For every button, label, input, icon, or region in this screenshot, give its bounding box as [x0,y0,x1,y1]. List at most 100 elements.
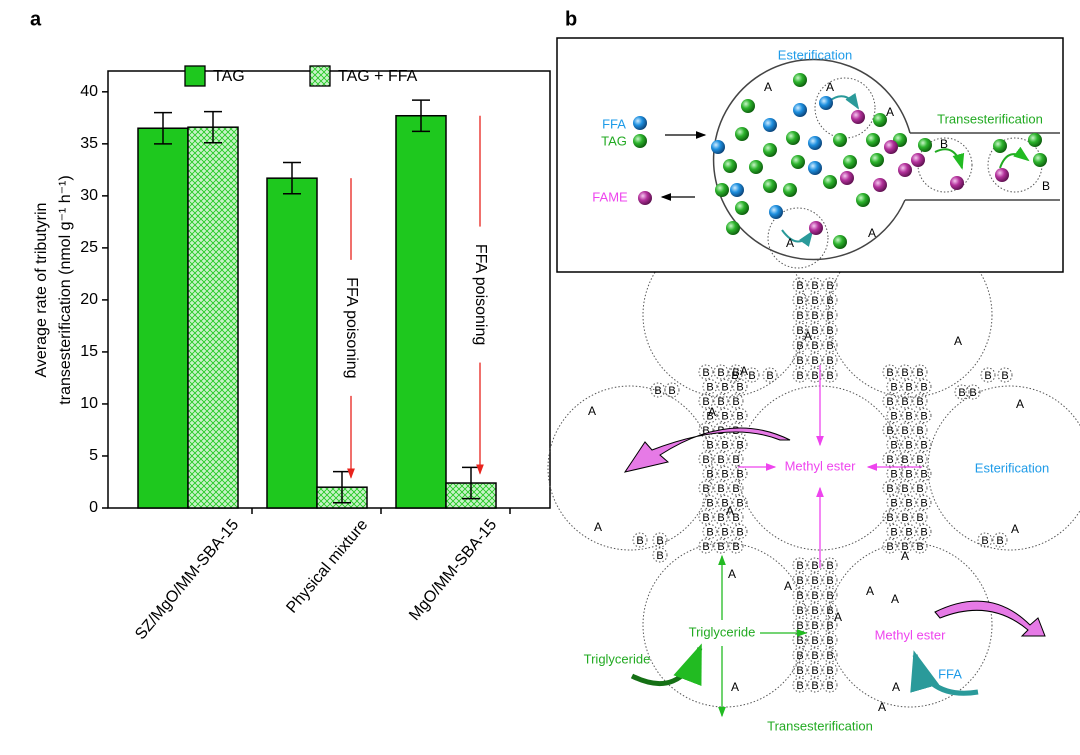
site-b-label: B [826,355,833,367]
site-b-label: B [796,590,803,602]
site-b-label: B [736,439,743,451]
site-b [702,437,718,452]
site-b-label: B [969,387,976,399]
site-b [807,292,823,308]
site-b-label: B [826,325,833,337]
site-b [822,337,838,353]
inset-frame [556,37,1064,273]
site-b [822,307,838,323]
site-b-label: B [901,454,908,466]
site-b-label: B [702,367,709,379]
inset-diagram: Esterification FFA TAG FAME Transesterif… [556,37,1064,273]
site-b [822,572,838,588]
site-a-label: A [834,610,842,624]
site-b-label: B [905,439,912,451]
site-b-label: B [826,635,833,647]
site-b-label: B [916,425,923,437]
site-b-label: B [732,396,739,408]
site-b-label: B [901,512,908,524]
y-tick-label: 35 [80,135,98,152]
site-b-label: B [811,295,818,307]
site-b [901,408,917,423]
molecule [918,138,932,152]
site-b-label: B [826,620,833,632]
molecule [763,179,777,193]
site-b [882,451,898,467]
site-b [732,495,748,510]
site-b [713,509,729,525]
site-b-label: B [706,410,713,422]
site-b [792,662,808,678]
y-tick-label: 15 [80,343,98,360]
site-b [717,466,733,481]
site-b [977,532,993,548]
site-b [762,367,778,383]
site-a-label: A [786,236,794,250]
site-b-label: B [796,280,803,292]
molecule [769,205,783,219]
molecule [763,143,777,157]
diagram-label: Esterification [975,460,1049,475]
site-b-label: B [717,512,724,524]
site-a-label: A [740,364,748,378]
site-a-label: A [826,80,834,94]
molecule [633,116,647,130]
site-b [728,509,744,525]
site-b-label: B [721,439,728,451]
site-b-label: B [811,310,818,322]
site-a-label: A [784,579,792,593]
site-b-label: B [958,387,965,399]
big-arrow [934,600,1046,637]
molecule [735,201,749,215]
site-b [728,538,744,554]
site-b-label: B [905,468,912,480]
site-b-label: B [732,483,739,495]
site-b [698,393,714,409]
site-b-label: B [668,385,675,397]
diagram-label: Methyl ester [785,458,856,473]
site-b-label: B [811,280,818,292]
site-a-label: A [594,520,602,534]
site-a-label: A [804,329,812,343]
site-b-label: B [731,370,738,382]
site-b [807,572,823,588]
site-b-label: B [905,497,912,509]
site-a-label: A [726,504,734,518]
site-b [698,451,714,467]
site-b-label: B [796,635,803,647]
y-tick-label: 10 [80,395,98,412]
site-b-label: B [736,468,743,480]
site-b-label: B [811,605,818,617]
site-b [807,367,823,383]
annotation: FFA poisoning [472,244,489,345]
site-b-label: B [811,370,818,382]
molecule [715,183,729,197]
site-b-label: B [890,468,897,480]
site-b-label: B [796,340,803,352]
site-b [792,587,808,603]
site-b-label: B [901,425,908,437]
site-b-label: B [916,396,923,408]
molecule [791,155,805,169]
molecule [995,168,1009,182]
molecule [793,103,807,117]
site-b-label: B [656,535,663,547]
site-b-label: B [702,483,709,495]
site-b-label: B [796,680,803,692]
reaction-arrow [999,146,1030,169]
site-b-label: B [702,425,709,437]
molecule [726,221,740,235]
site-b-label: B [702,454,709,466]
site-b-label: B [905,381,912,393]
site-b-label: B [826,280,833,292]
site-b [916,524,932,539]
site-b-label: B [796,605,803,617]
site-b [652,547,668,563]
site-b-label: B [890,410,897,422]
lower-diagram: B B BB B BB B BB B BB B BB B BB B BB B BB B BB B BB B BB B BB B BB… [547,232,1080,733]
molecule [638,191,652,205]
site-b-label: B [811,650,818,662]
site-b [912,538,928,554]
site-b [807,352,823,368]
site-a-label: A [1011,522,1019,536]
